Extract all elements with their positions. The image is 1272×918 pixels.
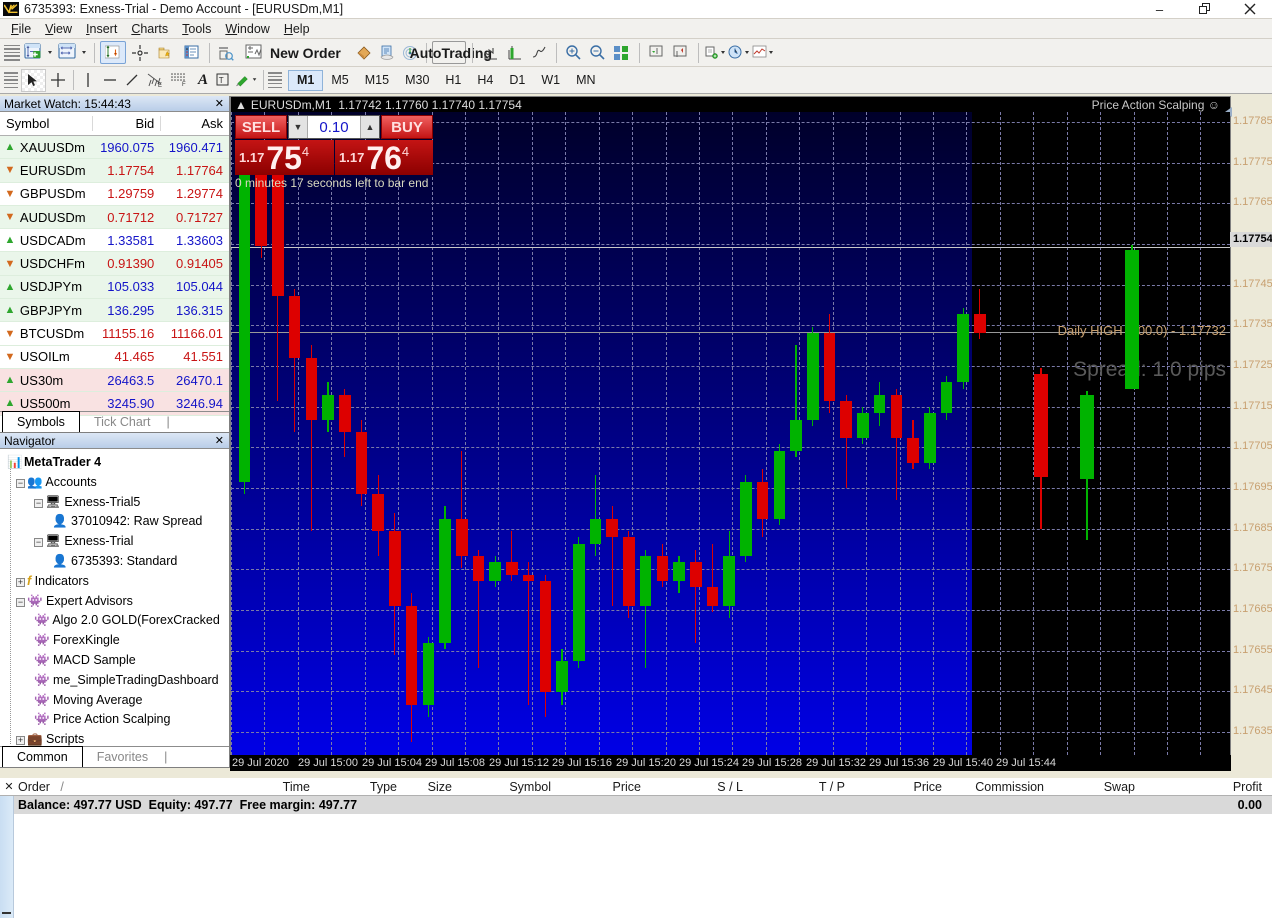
svg-text:E: E	[158, 83, 162, 88]
svg-text:F: F	[182, 82, 186, 87]
svg-text:T: T	[219, 76, 224, 85]
